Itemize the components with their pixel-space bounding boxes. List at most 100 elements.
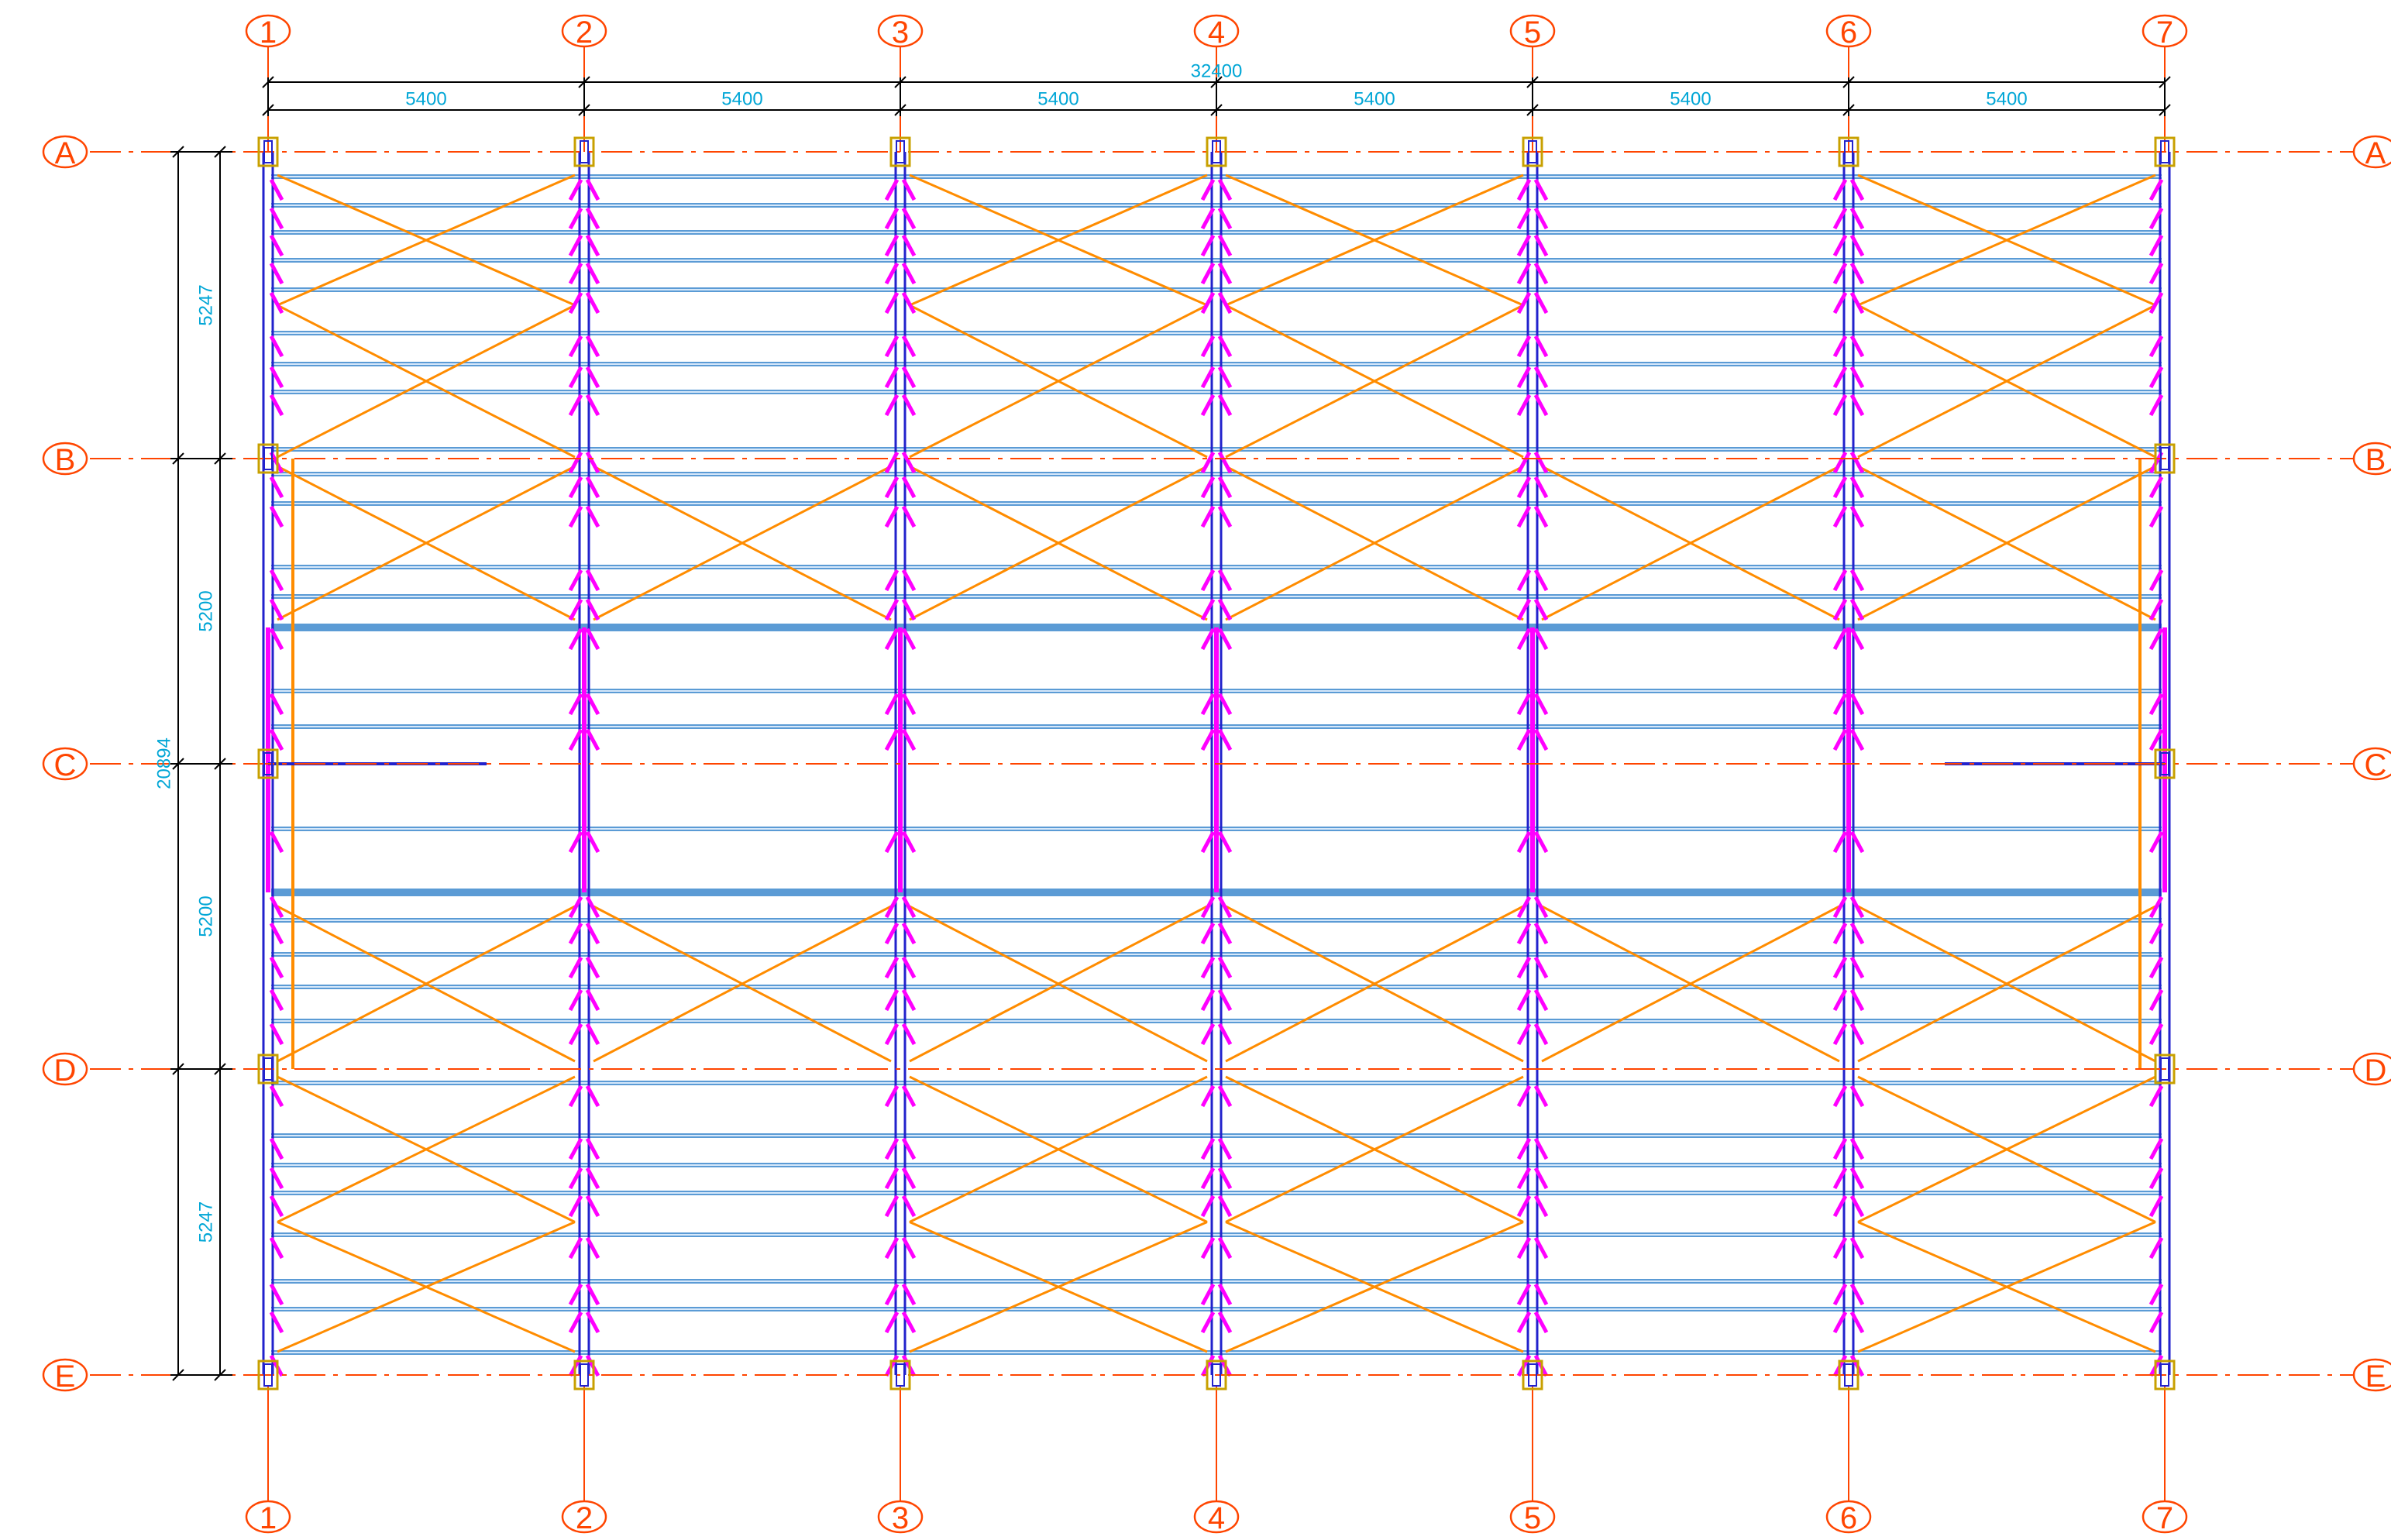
cross-brace-b-5-1 — [1857, 304, 2156, 459]
cross-brace-b-5-5 — [1857, 1221, 2156, 1353]
cross-brace-b-5-4 — [1857, 1075, 2156, 1223]
knee-brace-l-4-8 — [1516, 451, 1532, 474]
grid-row-left-B-bubble — [42, 442, 88, 476]
grid-row-right-C: C — [2365, 748, 2387, 782]
knee-brace-l-2-24 — [884, 1167, 900, 1190]
column-section-A3 — [896, 140, 905, 163]
knee-brace-l-4-14 — [1516, 693, 1532, 716]
knee-brace-l-5-12 — [1832, 598, 1848, 621]
knee-brace-r-3-15 — [1217, 728, 1233, 751]
cross-brace-b-5-2 — [1857, 465, 2156, 621]
grid-row-left-E-bubble — [42, 1358, 88, 1392]
grid-row-left-D: D — [54, 1054, 77, 1088]
knee-brace-r-5-18 — [1849, 922, 1865, 945]
column-section-E4 — [1212, 1363, 1221, 1387]
knee-brace-r-2-20 — [901, 988, 917, 1012]
column-section-E1 — [263, 1363, 273, 1387]
grid-col-top-2: 2 — [576, 15, 593, 50]
knee-brace-l-1-27 — [568, 1283, 583, 1306]
cross-brace-b-2-4 — [909, 1075, 1208, 1223]
knee-brace-r-3-25 — [1217, 1195, 1233, 1218]
knee-brace-r-0-11 — [269, 569, 284, 592]
knee-brace-l-5-23 — [1832, 1137, 1848, 1160]
grid-col-bottom-1-bubble — [245, 1500, 291, 1534]
column-section-A7 — [2160, 140, 2169, 163]
knee-brace-r-2-19 — [901, 956, 917, 979]
grid-col-bottom-7-bubble — [2142, 1500, 2188, 1534]
knee-brace-l-4-11 — [1516, 569, 1532, 592]
knee-brace-r-3-16 — [1217, 830, 1233, 854]
knee-brace-r-1-22 — [585, 1085, 600, 1108]
knee-brace-l-4-28 — [1516, 1311, 1532, 1334]
cross-brace-b-2-5 — [909, 1221, 1208, 1353]
knee-brace-l-2-2 — [884, 234, 900, 257]
knee-brace-r-3-21 — [1217, 1023, 1233, 1046]
knee-brace-r-0-19 — [269, 956, 284, 979]
knee-brace-l-6-24 — [2148, 1167, 2164, 1190]
knee-brace-r-0-26 — [269, 1236, 284, 1260]
dim-tick-depth-2 — [172, 452, 184, 465]
knee-brace-l-2-13 — [884, 627, 900, 651]
knee-brace-l-3-5 — [1200, 335, 1216, 358]
knee-brace-l-4-21 — [1516, 1023, 1532, 1046]
knee-brace-r-0-1 — [269, 207, 284, 230]
cross-brace-b-0-3 — [277, 905, 576, 1063]
knee-brace-l-6-12 — [2148, 598, 2164, 621]
grid-col-bottom-4-bubble — [1193, 1500, 1240, 1534]
knee-brace-l-6-15 — [2148, 728, 2164, 751]
cross-brace-b-0-4 — [277, 1075, 576, 1223]
column-base-D7 — [2154, 1054, 2176, 1085]
knee-brace-r-3-22 — [1217, 1085, 1233, 1108]
dim-tick-bay-2 — [578, 104, 590, 116]
dim-bay-x-2: 5400 — [721, 89, 762, 110]
knee-brace-l-5-25 — [1832, 1195, 1848, 1218]
knee-brace-r-1-9 — [585, 476, 600, 499]
knee-brace-r-5-27 — [1849, 1283, 1865, 1306]
dim-tick-total-6 — [1842, 76, 1855, 88]
dim-bay-x-4: 5400 — [1354, 89, 1395, 110]
knee-brace-l-2-0 — [884, 178, 900, 201]
cross-brace-b-0-1 — [277, 304, 576, 459]
knee-brace-r-5-28 — [1849, 1311, 1865, 1334]
dim-tick-depth-4 — [172, 1063, 184, 1075]
knee-brace-r-1-4 — [585, 291, 600, 315]
column-base-E1 — [257, 1360, 279, 1390]
knee-brace-l-2-23 — [884, 1137, 900, 1160]
grid-col-top-4: 4 — [1208, 15, 1225, 50]
grid-col-top-5: 5 — [1524, 15, 1541, 50]
column-section-C1 — [263, 752, 273, 775]
knee-brace-l-4-1 — [1516, 207, 1532, 230]
knee-brace-r-3-6 — [1217, 366, 1233, 389]
knee-brace-l-4-18 — [1516, 922, 1532, 945]
cross-brace-b-3-5 — [1225, 1221, 1524, 1353]
knee-brace-r-5-17 — [1849, 895, 1865, 919]
knee-brace-r-2-12 — [901, 598, 917, 621]
knee-brace-l-5-7 — [1832, 394, 1848, 417]
knee-brace-r-4-16 — [1533, 830, 1549, 854]
column-section-A4 — [1212, 140, 1221, 163]
knee-brace-r-0-21 — [269, 1023, 284, 1046]
knee-brace-r-1-24 — [585, 1167, 600, 1190]
column-base-B1 — [257, 443, 279, 474]
knee-brace-l-2-27 — [884, 1283, 900, 1306]
knee-brace-l-4-16 — [1516, 830, 1532, 854]
knee-brace-r-2-16 — [901, 830, 917, 854]
knee-brace-r-1-12 — [585, 598, 600, 621]
cross-brace-b-3-0 — [1225, 174, 1524, 307]
mid-brace-b-1-1 — [593, 905, 892, 1063]
knee-brace-l-4-4 — [1516, 291, 1532, 315]
knee-brace-l-2-14 — [884, 693, 900, 716]
knee-brace-r-3-0 — [1217, 178, 1233, 201]
knee-brace-r-4-7 — [1533, 394, 1549, 417]
dim-bay-x-3: 5400 — [1037, 89, 1079, 110]
knee-brace-r-1-10 — [585, 505, 600, 528]
knee-brace-l-6-26 — [2148, 1236, 2164, 1260]
knee-brace-r-5-23 — [1849, 1137, 1865, 1160]
knee-brace-l-5-15 — [1832, 728, 1848, 751]
column-base-A1 — [257, 136, 279, 167]
dim-bay-y-4: 5247 — [196, 1201, 217, 1243]
column-section-C7 — [2160, 752, 2169, 775]
grid-row-right-A-bubble — [2352, 135, 2391, 169]
column-base-D1 — [257, 1054, 279, 1085]
grid-row-left-E: E — [55, 1360, 76, 1394]
